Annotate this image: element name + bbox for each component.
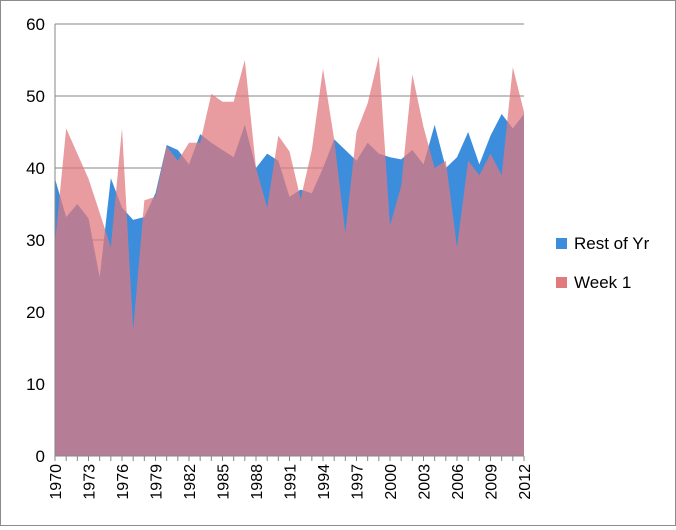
x-tick-label: 1979	[149, 464, 166, 500]
legend-label: Rest of Yr	[574, 234, 650, 253]
x-tick-label: 2003	[417, 464, 434, 500]
x-tick-label: 2009	[484, 464, 501, 500]
y-tick-label: 60	[26, 15, 45, 34]
axes: 0 10 20 30 40 50 60 1970 1973 1976 1979 1982 1985 198…	[26, 15, 534, 500]
area-series-week-1	[55, 56, 524, 457]
y-tick-label: 20	[26, 303, 45, 322]
x-tick-label: 2006	[450, 464, 467, 500]
x-tick-label: 1985	[216, 464, 233, 500]
x-tick-label: 1994	[316, 464, 333, 500]
x-tick-label: 1982	[182, 464, 199, 500]
x-tick-label: 2012	[517, 464, 534, 500]
legend: Rest of Yr Week 1	[556, 234, 650, 292]
x-tick-label: 1970	[48, 464, 65, 500]
x-tick-label: 1973	[82, 464, 99, 500]
y-tick-label: 10	[26, 375, 45, 394]
y-tick-label: 50	[26, 87, 45, 106]
x-tick-label: 1991	[283, 464, 300, 500]
x-tick-label: 2000	[383, 464, 400, 500]
legend-label: Week 1	[574, 273, 631, 292]
y-tick-label: 0	[36, 447, 45, 466]
x-tick-label: 1997	[350, 464, 367, 500]
x-tick-label: 1976	[115, 464, 132, 500]
x-tick-label: 1988	[249, 464, 266, 500]
y-tick-label: 30	[26, 231, 45, 250]
y-tick-label: 40	[26, 159, 45, 178]
plot-areas	[55, 56, 524, 457]
legend-swatch	[556, 277, 567, 288]
legend-swatch	[556, 238, 567, 249]
